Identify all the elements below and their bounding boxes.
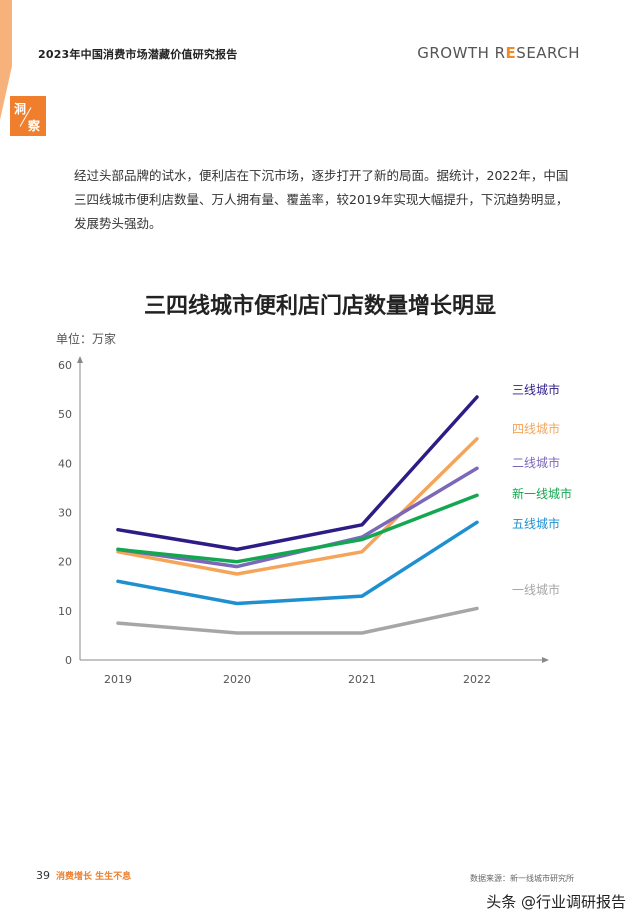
series-lines	[116, 395, 479, 635]
brand-logo: GROWTH RESEARCH	[417, 44, 580, 62]
x-tick-label: 2022	[463, 673, 491, 686]
series-label: 三线城市	[512, 382, 560, 397]
series-label: 一线城市	[512, 582, 560, 597]
watermark: 头条 @行业调研报告	[486, 893, 626, 911]
section-badge-char-2: 察	[28, 119, 41, 133]
data-source: 数据来源：新一线城市研究所	[470, 874, 574, 883]
y-tick-label: 20	[58, 556, 72, 569]
intro-paragraph: 经过头部品牌的试水，便利店在下沉市场，逐步打开了新的局面。据统计，2022年，中…	[74, 168, 569, 231]
series-line	[116, 395, 479, 552]
x-tick-label: 2020	[223, 673, 251, 686]
series-label: 新一线城市	[512, 486, 572, 501]
chart-title: 三四线城市便利店门店数量增长明显	[143, 294, 496, 319]
series-label: 五线城市	[512, 516, 560, 531]
series-label: 二线城市	[512, 455, 560, 470]
series-line	[116, 606, 479, 635]
section-badge: 洞 察	[10, 96, 46, 136]
report-title: 2023年中国消费市场潜藏价值研究报告	[38, 48, 238, 61]
page-number: 39	[36, 869, 50, 882]
y-tick-label: 10	[58, 605, 72, 618]
series-line	[116, 520, 479, 606]
x-tick-label: 2021	[348, 673, 376, 686]
chart-axes	[77, 356, 549, 663]
x-tick-label: 2019	[104, 673, 132, 686]
y-axis-arrow	[77, 356, 83, 363]
series-label: 四线城市	[512, 421, 560, 436]
x-axis-arrow	[542, 657, 549, 663]
unit-label: 单位：万家	[56, 332, 117, 346]
section-badge-char-1: 洞	[14, 102, 27, 116]
brand-accent-letter: E	[505, 44, 517, 62]
line-chart: 0 10 20 30 40 50 60 2019 2020 2021 2022 三线城市四线城市二…	[58, 356, 572, 686]
x-tick-labels: 2019 2020 2021 2022	[104, 673, 491, 686]
y-tick-label: 0	[65, 654, 72, 667]
series-line	[116, 493, 479, 564]
y-tick-labels: 0 10 20 30 40 50 60	[58, 359, 72, 667]
series-line	[116, 437, 479, 576]
y-tick-label: 40	[58, 457, 72, 470]
y-tick-label: 30	[58, 507, 72, 520]
footer-left: 39 消费增长 生生不息	[36, 869, 131, 882]
brand-suffix: SEARCH	[516, 44, 580, 62]
footer-tagline: 消费增长 生生不息	[56, 872, 132, 882]
brand-prefix: GROWTH R	[417, 44, 506, 62]
y-tick-label: 50	[58, 408, 72, 421]
y-tick-label: 60	[58, 359, 72, 372]
